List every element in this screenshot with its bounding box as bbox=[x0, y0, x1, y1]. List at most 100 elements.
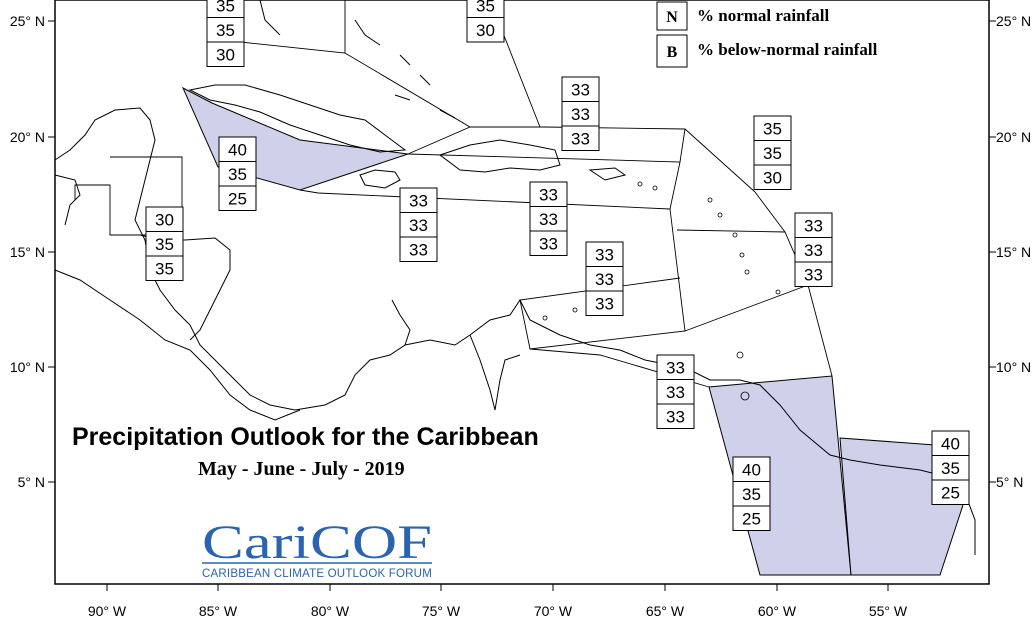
map-subtitle: May - June - July - 2019 bbox=[198, 458, 405, 480]
prob-cell bbox=[585, 266, 624, 292]
coast-venezuela-inland bbox=[469, 334, 521, 411]
prob-cell bbox=[753, 164, 792, 190]
lat-tick-label: 25° N bbox=[10, 13, 45, 29]
prob-value: 25 bbox=[941, 483, 960, 502]
prob-cell bbox=[145, 255, 184, 281]
prob-cell bbox=[399, 212, 438, 238]
prob-box-belize: 30 35 35 bbox=[145, 206, 184, 281]
prob-cell bbox=[206, 41, 245, 67]
lon-tick-label: 55° W bbox=[869, 603, 908, 619]
prob-cell bbox=[145, 206, 184, 232]
prob-value: 33 bbox=[571, 105, 590, 124]
prob-cell bbox=[732, 505, 771, 531]
coast-cuba bbox=[188, 84, 407, 153]
prob-box-cuba: 40 35 25 bbox=[218, 136, 257, 211]
legend-key-box-n bbox=[656, 1, 688, 31]
prob-box-guyana: 40 35 25 bbox=[732, 456, 771, 531]
prob-box-turks-caicos: 33 33 33 bbox=[561, 76, 600, 151]
prob-cell bbox=[585, 290, 624, 316]
coast-gulf bbox=[54, 174, 81, 226]
prob-cell bbox=[656, 403, 695, 429]
prob-value: 33 bbox=[539, 185, 558, 204]
prob-value: 35 bbox=[155, 235, 174, 254]
prob-value: 33 bbox=[409, 216, 428, 235]
lon-tick-label: 70° W bbox=[534, 603, 573, 619]
prob-cell bbox=[218, 161, 257, 187]
prob-value: 30 bbox=[763, 168, 782, 187]
prob-value: 35 bbox=[228, 165, 247, 184]
prob-value: 33 bbox=[539, 210, 558, 229]
lat-tick-label: 5° N bbox=[18, 474, 45, 490]
lon-tick-label: 65° W bbox=[646, 603, 685, 619]
prob-cell bbox=[466, 17, 505, 43]
lon-tick-label: 90° W bbox=[88, 603, 127, 619]
prob-value: 35 bbox=[763, 144, 782, 163]
prob-cell bbox=[732, 456, 771, 482]
lon-tick-label: 80° W bbox=[311, 603, 350, 619]
coast-hispaniola bbox=[438, 139, 561, 173]
coast-puerto-rico bbox=[588, 167, 627, 181]
prob-cell bbox=[656, 379, 695, 405]
lat-tick-label: 15° N bbox=[10, 244, 45, 260]
prob-box-hispaniola: 33 33 33 bbox=[529, 181, 568, 256]
region-cuba bbox=[181, 86, 409, 191]
prob-value: 33 bbox=[804, 265, 823, 284]
prob-box-bahamas-west: 35 35 30 bbox=[206, 0, 245, 67]
lon-tick-label: 75° W bbox=[422, 603, 461, 619]
prob-value: 33 bbox=[595, 245, 614, 264]
prob-box-suriname-guiana: 40 35 25 bbox=[931, 430, 970, 505]
prob-value: 33 bbox=[539, 234, 558, 253]
prob-cell bbox=[529, 230, 568, 256]
coast-pacific bbox=[54, 269, 301, 421]
small-islands bbox=[542, 181, 781, 401]
prob-cell bbox=[931, 479, 970, 505]
probability-boxes: 3535303530403525303535333333333333333333… bbox=[145, 0, 970, 531]
prob-value: 33 bbox=[595, 294, 614, 313]
lat-tick-label: 10° N bbox=[996, 359, 1031, 375]
legend-key-box-b bbox=[656, 34, 688, 68]
coast-bahamas bbox=[354, 19, 456, 119]
prob-box-jamaica: 33 33 33 bbox=[399, 187, 438, 262]
prob-value: 33 bbox=[804, 216, 823, 235]
prob-value: 40 bbox=[228, 140, 247, 159]
legend-text-n: % normal rainfall bbox=[697, 6, 829, 25]
prob-value: 33 bbox=[595, 270, 614, 289]
prob-cell bbox=[656, 354, 695, 380]
latitude-axis-left: 25° N 20° N 15° N 10° N 5° N bbox=[10, 13, 55, 490]
legend-text-b: % below-normal rainfall bbox=[697, 40, 878, 59]
prob-value: 33 bbox=[666, 407, 685, 426]
prob-value: 33 bbox=[571, 80, 590, 99]
prob-cell bbox=[794, 212, 833, 238]
prob-box-leeward-islands: 35 35 30 bbox=[753, 115, 792, 190]
prob-cell bbox=[561, 125, 600, 151]
coastlines bbox=[54, 0, 976, 555]
prob-value: 40 bbox=[742, 460, 761, 479]
prob-cell bbox=[931, 455, 970, 481]
prob-value: 33 bbox=[804, 241, 823, 260]
lon-tick-label: 85° W bbox=[199, 603, 238, 619]
coast-jamaica bbox=[359, 169, 401, 189]
prob-cell bbox=[561, 101, 600, 127]
latitude-axis-right: 25° N 20° N 15° N 10° N 5° N bbox=[989, 13, 1031, 490]
lat-tick-label: 10° N bbox=[10, 359, 45, 375]
prob-box-abc-islands: 33 33 33 bbox=[585, 241, 624, 316]
legend-key-n: N bbox=[666, 9, 678, 26]
prob-cell bbox=[931, 430, 970, 456]
highlight-regions bbox=[181, 86, 964, 576]
prob-value: 35 bbox=[941, 459, 960, 478]
logo-tagline: CARIBBEAN CLIMATE OUTLOOK FORUM bbox=[202, 566, 432, 580]
prob-value: 35 bbox=[476, 0, 495, 15]
prob-value: 33 bbox=[571, 129, 590, 148]
legend: N % normal rainfall B % below-normal rai… bbox=[656, 1, 878, 68]
region-guianas-west bbox=[708, 375, 852, 576]
lat-tick-label: 25° N bbox=[996, 13, 1031, 29]
prob-value: 33 bbox=[666, 383, 685, 402]
map-title: Precipitation Outlook for the Caribbean bbox=[72, 423, 539, 451]
prob-cell bbox=[794, 261, 833, 287]
prob-value: 35 bbox=[216, 21, 235, 40]
prob-value: 30 bbox=[216, 45, 235, 64]
lat-tick-label: 20° N bbox=[996, 129, 1031, 145]
prob-cell bbox=[218, 136, 257, 162]
